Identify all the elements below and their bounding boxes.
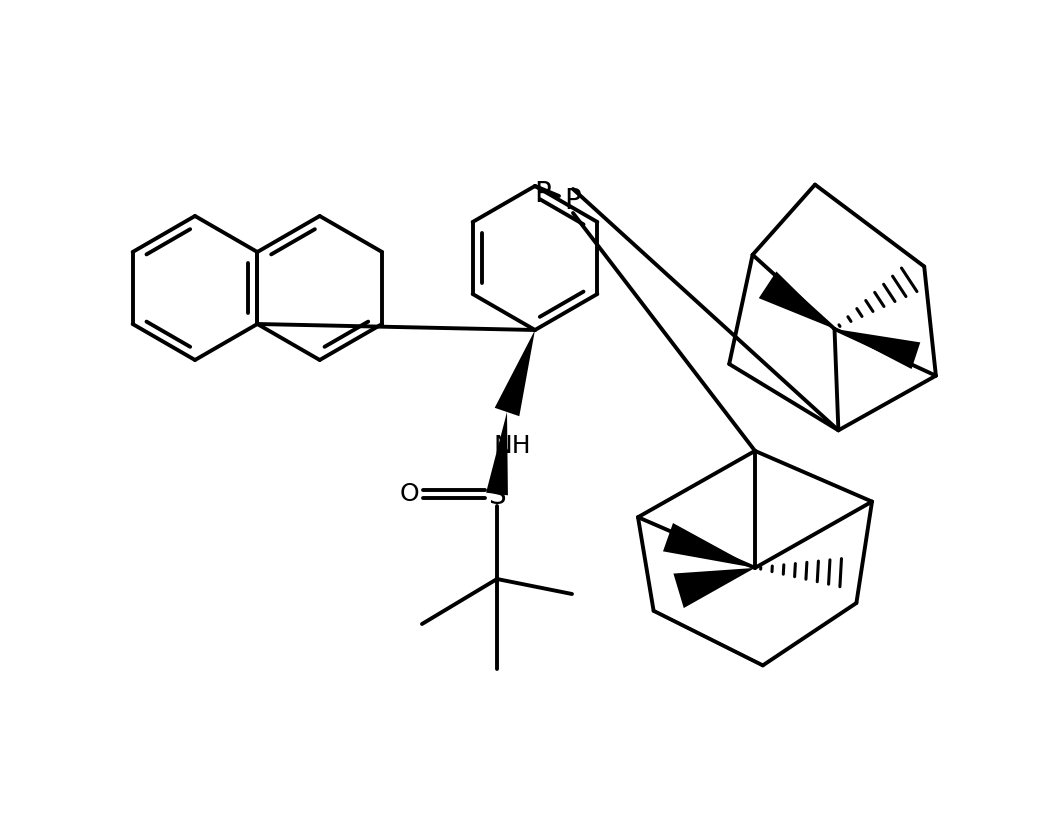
Polygon shape <box>495 330 535 416</box>
Text: O: O <box>399 482 419 506</box>
Text: P: P <box>535 180 551 208</box>
Polygon shape <box>487 412 508 496</box>
Text: S: S <box>489 482 505 510</box>
Polygon shape <box>673 568 755 608</box>
Polygon shape <box>663 523 755 568</box>
Text: P: P <box>565 187 582 215</box>
Polygon shape <box>834 329 920 369</box>
Polygon shape <box>759 271 834 329</box>
Text: NH: NH <box>493 434 530 458</box>
